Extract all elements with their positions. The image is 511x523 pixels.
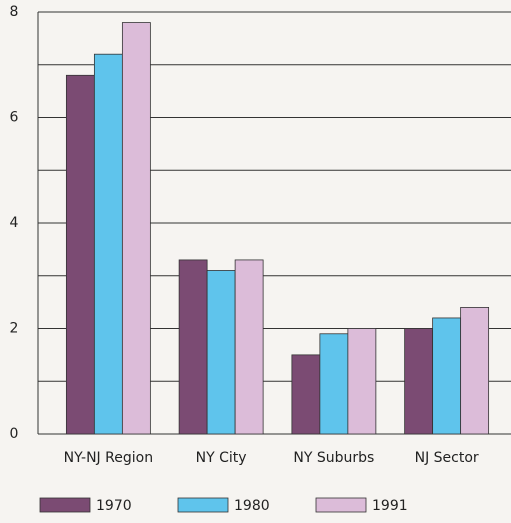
x-tick-label: NY Suburbs (293, 450, 374, 466)
bar (121, 22, 151, 435)
y-tick-label: 0 (10, 426, 19, 442)
legend-label: 1991 (372, 498, 408, 514)
x-tick-label: NY-NJ Region (64, 450, 153, 466)
bar (432, 317, 462, 435)
x-tick-label: NY City (196, 450, 247, 466)
bar (460, 306, 490, 435)
bar (93, 53, 123, 435)
y-tick-label: 6 (10, 110, 19, 126)
x-tick-label: NJ Sector (415, 450, 479, 466)
bar (234, 259, 264, 435)
bar (178, 259, 208, 435)
bar (347, 328, 377, 435)
y-tick-label: 4 (10, 215, 19, 231)
y-tick-label: 8 (10, 4, 19, 20)
legend-swatch (315, 497, 367, 513)
y-tick-label: 2 (10, 321, 19, 337)
legend-label: 1970 (96, 498, 132, 514)
bar (319, 333, 349, 435)
bar (404, 328, 434, 435)
legend-label: 1980 (234, 498, 270, 514)
legend-swatch (177, 497, 229, 513)
bar (291, 354, 321, 435)
bar (206, 270, 236, 435)
bar (65, 74, 95, 435)
legend-swatch (39, 497, 91, 513)
